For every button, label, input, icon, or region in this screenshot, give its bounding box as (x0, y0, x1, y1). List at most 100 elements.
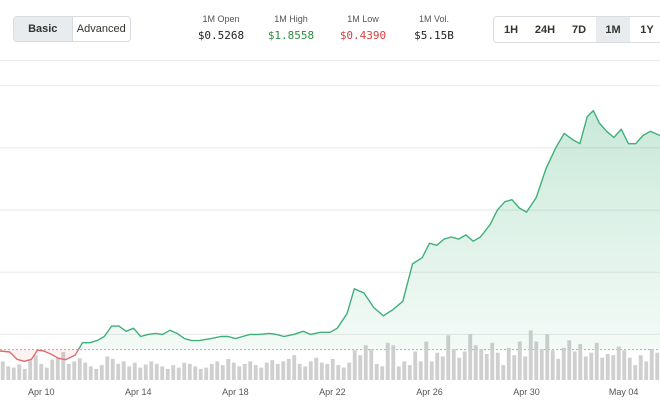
volume-bar (226, 358, 231, 380)
volume-bar (154, 363, 159, 380)
x-tick-label: Apr 14 (125, 387, 152, 397)
timeframe-1m-button[interactable]: 1M (596, 17, 630, 42)
advanced-view-button[interactable]: Advanced (71, 17, 131, 41)
volume-bar (55, 357, 60, 380)
view-toggle: Basic Advanced (13, 16, 131, 42)
price-area-down (0, 349, 660, 362)
price-line-up (37, 109, 660, 350)
low-stat-value: $0.4390 (339, 29, 387, 42)
volume-bar (220, 365, 225, 380)
volume-bar (363, 345, 368, 380)
timeframe-24h-button[interactable]: 24H (534, 23, 556, 36)
volume-bar (589, 352, 594, 380)
volume-bar (11, 367, 16, 380)
volume-bar (468, 334, 473, 380)
volume-bar (39, 363, 44, 380)
volume-bar (429, 361, 434, 380)
volume-bar (182, 362, 187, 380)
volume-bar (149, 361, 154, 380)
volume-bar (297, 363, 302, 380)
volume-bar (539, 349, 544, 380)
volume-bar (121, 361, 126, 380)
volume-bar (462, 351, 467, 380)
volume-bar (374, 363, 379, 380)
volume-bar (127, 366, 132, 380)
volume-bar (506, 347, 511, 380)
basic-view-button[interactable]: Basic (14, 17, 72, 41)
volume-bar (446, 335, 451, 380)
volume-bar (534, 341, 539, 380)
x-tick-label: Apr 10 (28, 387, 55, 397)
volume-bar (171, 365, 176, 380)
x-tick-label: Apr 18 (222, 387, 249, 397)
volume-bar (402, 361, 407, 380)
volume-bar (556, 358, 561, 380)
volume-bar (33, 355, 38, 380)
volume-bar (259, 367, 264, 380)
volume-bar (204, 367, 209, 380)
volume-bar (495, 352, 500, 380)
low-stat: 1M Low $0.4390 (335, 14, 391, 42)
volume-bar (528, 330, 533, 380)
volume-bar (286, 358, 291, 380)
volume-bar (138, 367, 143, 380)
volume-bar (209, 363, 214, 380)
volume-bar (336, 365, 341, 380)
x-axis: Apr 10 Apr 14 Apr 18 Apr 22 Apr 26 Apr 30 May … (28, 387, 638, 397)
volume-bar (545, 334, 550, 380)
volume-bar (424, 341, 429, 380)
volume-bar (605, 353, 610, 380)
volume-bar (633, 365, 638, 380)
volume-bar (649, 349, 654, 380)
volume-bar (638, 355, 643, 380)
volume-bar (479, 349, 484, 380)
volume-bar (435, 352, 440, 380)
volume-bar (116, 363, 121, 380)
volume-bar (176, 367, 181, 380)
volume-bar (391, 345, 396, 380)
volume-bar (198, 368, 203, 380)
volume-bar (473, 345, 478, 380)
volume-bar (440, 356, 445, 380)
volume-bar (413, 351, 418, 380)
volume-bar (616, 346, 621, 380)
volume-bar (187, 363, 192, 380)
volume-bar (193, 366, 198, 380)
volume-bar (292, 355, 297, 380)
volume-bar (28, 360, 33, 380)
timeframe-1h-button[interactable]: 1H (503, 23, 519, 36)
volume-bar (611, 355, 616, 380)
volume-bar (264, 362, 269, 380)
timeframe-selector: 1H 24H 7D 1M 1Y (493, 16, 660, 43)
volume-bar (330, 358, 335, 380)
volume-bar (451, 349, 456, 380)
price-chart[interactable]: Apr 10 Apr 14 Apr 18 Apr 22 Apr 26 Apr 30 May … (0, 60, 660, 400)
volume-bar (248, 361, 253, 380)
volume-bar (94, 368, 99, 380)
volume-bar (627, 357, 632, 380)
volume-bar (215, 361, 220, 380)
volume-bar (143, 364, 148, 380)
volume-stat-value: $5.15B (414, 29, 454, 42)
volume-bar (578, 344, 583, 380)
timeframe-7d-button[interactable]: 7D (571, 23, 587, 36)
volume-bar (319, 362, 324, 380)
x-tick-label: Apr 26 (416, 387, 443, 397)
volume-bar (231, 362, 236, 380)
x-tick-label: Apr 22 (319, 387, 346, 397)
volume-bar (160, 366, 165, 380)
volume-bar (655, 352, 660, 380)
volume-bar (165, 368, 170, 380)
volume-bar (484, 353, 489, 380)
chart-toolbar: Basic Advanced 1M Open $0.5268 1M High $… (0, 0, 660, 60)
volume-bar (572, 351, 577, 380)
price-area-up (78, 110, 660, 350)
volume-bar (281, 361, 286, 380)
open-stat: 1M Open $0.5268 (193, 14, 249, 42)
volume-bar (325, 363, 330, 380)
volume-bar (341, 367, 346, 380)
volume-bar (237, 366, 242, 380)
volume-bar (347, 362, 352, 380)
volume-stat: 1M Vol. $5.15B (406, 14, 462, 42)
timeframe-1y-button[interactable]: 1Y (640, 23, 654, 36)
